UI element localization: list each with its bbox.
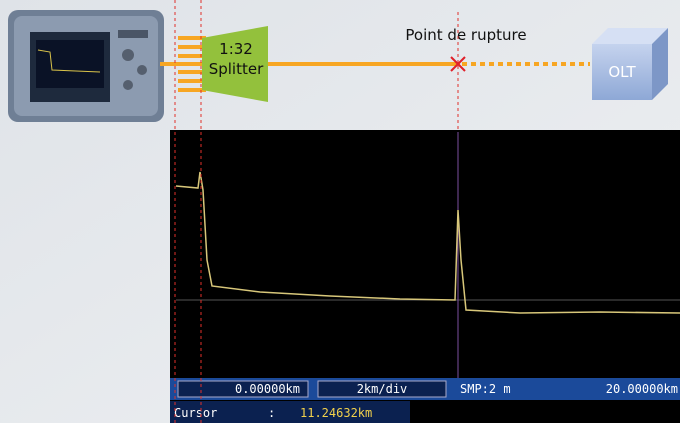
status-sampling: SMP:2 m xyxy=(460,382,511,396)
page: 1:32 Splitter Point de rupture OLT 0.000… xyxy=(0,0,680,423)
olt-label: OLT xyxy=(608,63,636,81)
status-start: 0.00000km xyxy=(235,382,300,396)
otdr-device xyxy=(8,10,164,122)
break-label: Point de rupture xyxy=(405,26,526,44)
cursor-value: 11.24632km xyxy=(300,406,372,420)
splitter-label: Splitter xyxy=(209,60,264,78)
status-end: 20.00000km xyxy=(606,382,678,396)
cursor-separator: : xyxy=(268,406,275,420)
status-scale: 2km/div xyxy=(357,382,408,396)
cursor-label: Cursor xyxy=(174,406,217,420)
splitter-ratio: 1:32 xyxy=(219,40,253,58)
